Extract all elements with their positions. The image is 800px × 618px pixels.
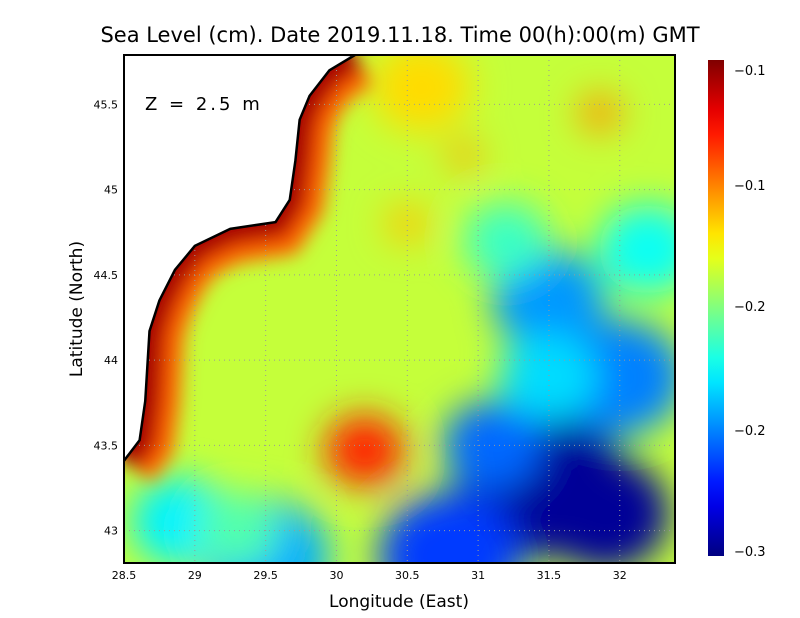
- field-anomaly: [578, 93, 622, 133]
- x-tick-label: 31: [471, 569, 485, 582]
- colorbar-tick-label: −0.3: [734, 545, 766, 560]
- x-tick-label: 30.5: [395, 569, 420, 582]
- field-anomaly: [194, 492, 280, 563]
- field-anomaly: [446, 140, 481, 171]
- x-tick-label: 29.5: [253, 569, 278, 582]
- field-anomaly: [378, 492, 521, 563]
- field-anomaly: [541, 456, 670, 563]
- field-anomaly: [386, 204, 429, 243]
- depth-annotation: Z = 2.5 m: [145, 94, 263, 115]
- field-anomaly: [442, 400, 542, 490]
- y-tick-label: 43.5: [94, 439, 119, 452]
- colorbar-tick-label: −0.2: [734, 424, 766, 439]
- colorbar-tick-label: −0.2: [734, 300, 766, 315]
- land-mask: [124, 55, 358, 462]
- field-anomaly: [463, 202, 549, 280]
- y-axis-label: Latitude (North): [67, 241, 87, 377]
- x-tick-label: 28.5: [112, 569, 137, 582]
- y-tick-label: 44: [104, 354, 118, 367]
- y-tick-label: 45: [104, 184, 118, 197]
- field-anomaly: [325, 414, 405, 487]
- chart-title: Sea Level (cm). Date 2019.11.18. Time 00…: [100, 23, 699, 47]
- colorbar-tick-label: −0.1: [734, 64, 766, 79]
- colorbar: [708, 60, 724, 556]
- field-anomaly: [499, 332, 599, 422]
- y-tick-label: 45.5: [94, 98, 119, 111]
- x-tick-label: 32: [613, 569, 627, 582]
- x-tick-label: 30: [329, 569, 343, 582]
- x-tick-label: 29: [188, 569, 202, 582]
- colorbar-tick-label: −0.1: [734, 179, 766, 194]
- field-anomaly: [598, 204, 675, 294]
- x-tick-label: 31.5: [537, 569, 562, 582]
- y-tick-label: 43: [104, 525, 118, 538]
- plot-frame: [123, 54, 676, 564]
- field-anomaly: [371, 55, 472, 132]
- x-axis-label: Longitude (East): [329, 592, 469, 612]
- y-tick-label: 44.5: [94, 269, 119, 282]
